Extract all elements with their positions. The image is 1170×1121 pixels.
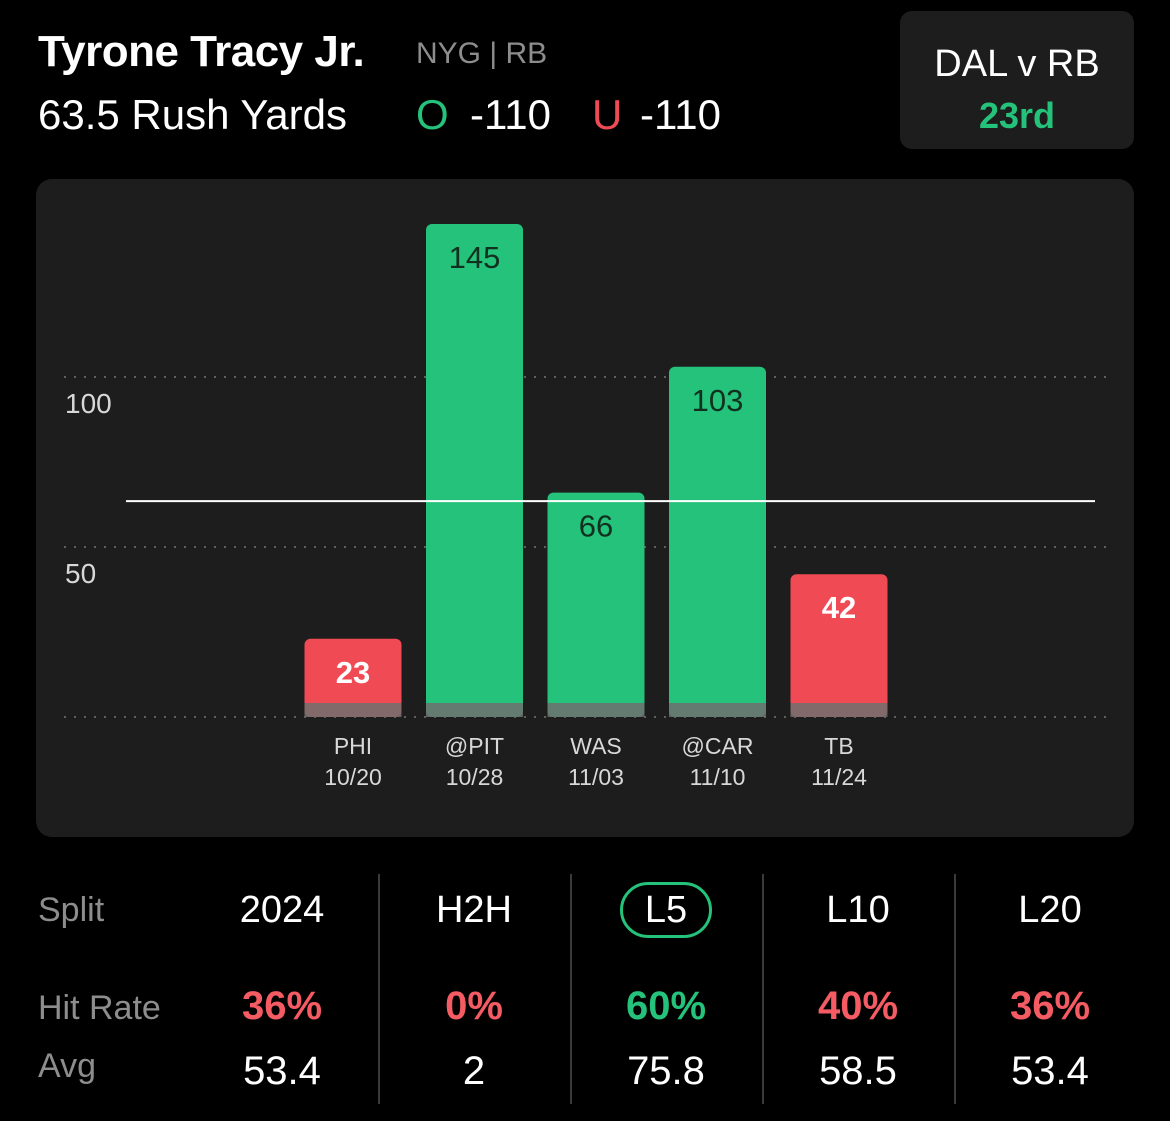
avg-l10: 58.5 [819,1049,897,1093]
hit-rate-l5: 60% [625,984,707,1028]
chart-panel: 50 100 23 PHI 10/20 145 @PIT 10/28 66 WAS 11/03 103… [36,179,1134,837]
bar-chart: 50 100 23 PHI 10/20 145 @PIT 10/28 66 WAS 11/03 103… [64,224,1106,790]
bar-value-label: 103 [692,383,744,418]
bar-value-label: 42 [822,590,856,625]
bar-was [547,492,645,717]
y-tick-label: 50 [65,558,96,589]
x-date-label: 11/03 [568,764,624,790]
x-date-label: 10/20 [324,764,382,790]
column-divider [762,874,764,1104]
avg-2024: 53.4 [243,1049,321,1093]
split-col-l20[interactable]: L20 36% 53.4 [960,850,1140,1121]
x-category-label: WAS [570,733,622,759]
split-tab-l10[interactable]: L10 [826,889,890,931]
hit-rate-h2h: 0% [445,984,503,1028]
under-odds[interactable]: -110 [640,91,721,138]
split-col-2024[interactable]: 2024 36% 53.4 [192,850,372,1121]
hit-rate-label: Hit Rate [38,989,161,1027]
bar-tb [790,574,888,717]
split-tab-l5-label: L5 [619,882,713,938]
x-date-label: 10/28 [446,764,504,790]
y-tick-label: 100 [65,388,112,419]
split-col-l10[interactable]: L10 40% 58.5 [768,850,948,1121]
under-icon[interactable]: U [592,91,623,138]
bar-phi [304,638,402,717]
avg-l5: 75.8 [627,1049,705,1093]
x-category-label: @PIT [445,733,504,759]
bar-base-shade [669,703,766,717]
matchup-label: DAL v RB [934,43,1100,85]
over-icon[interactable]: O [416,91,449,138]
over-odds[interactable]: -110 [470,91,551,138]
split-label: Split [38,891,105,929]
hit-rate-l20: 36% [1009,984,1091,1028]
hit-rate-l10: 40% [817,984,899,1028]
bar-value-label: 66 [579,509,613,544]
player-name: Tyrone Tracy Jr. [38,27,365,76]
split-tab-l5[interactable]: L5 [576,882,756,938]
x-category-label: PHI [334,733,372,759]
avg-l20: 53.4 [1011,1049,1089,1093]
x-date-label: 11/24 [811,764,867,790]
team-position: NYG | RB [416,37,548,70]
bar-at-pit [426,224,523,717]
x-category-label: @CAR [682,733,754,759]
column-divider [954,874,956,1104]
avg-h2h: 2 [462,1049,486,1093]
bar-base-shade [304,703,402,717]
split-table: Split Hit Rate Avg 2024 36% 53.4 H2H 0% … [0,850,1170,1121]
matchup-card[interactable]: DAL v RB 23rd [900,11,1134,149]
split-tab-l20[interactable]: L20 [1018,889,1082,931]
split-col-h2h[interactable]: H2H 0% 2 [384,850,564,1121]
split-col-l5[interactable]: L5 60% 75.8 [576,850,756,1121]
avg-label: Avg [38,1047,96,1085]
column-divider [378,874,380,1104]
bar-at-car [669,366,766,717]
hit-rate-2024: 36% [241,984,323,1028]
x-category-label: TB [824,733,853,759]
split-tab-h2h[interactable]: H2H [435,889,513,931]
bar-value-label: 23 [336,655,370,690]
bar-base-shade [790,703,888,717]
prop-line: 63.5 Rush Yards [38,91,347,138]
matchup-rank: 23rd [978,95,1056,136]
x-date-label: 11/10 [690,764,746,790]
bar-base-shade [547,703,645,717]
bar-base-shade [426,703,523,717]
column-divider [570,874,572,1104]
bar-value-label: 145 [449,240,501,275]
split-tab-2024[interactable]: 2024 [239,889,325,931]
